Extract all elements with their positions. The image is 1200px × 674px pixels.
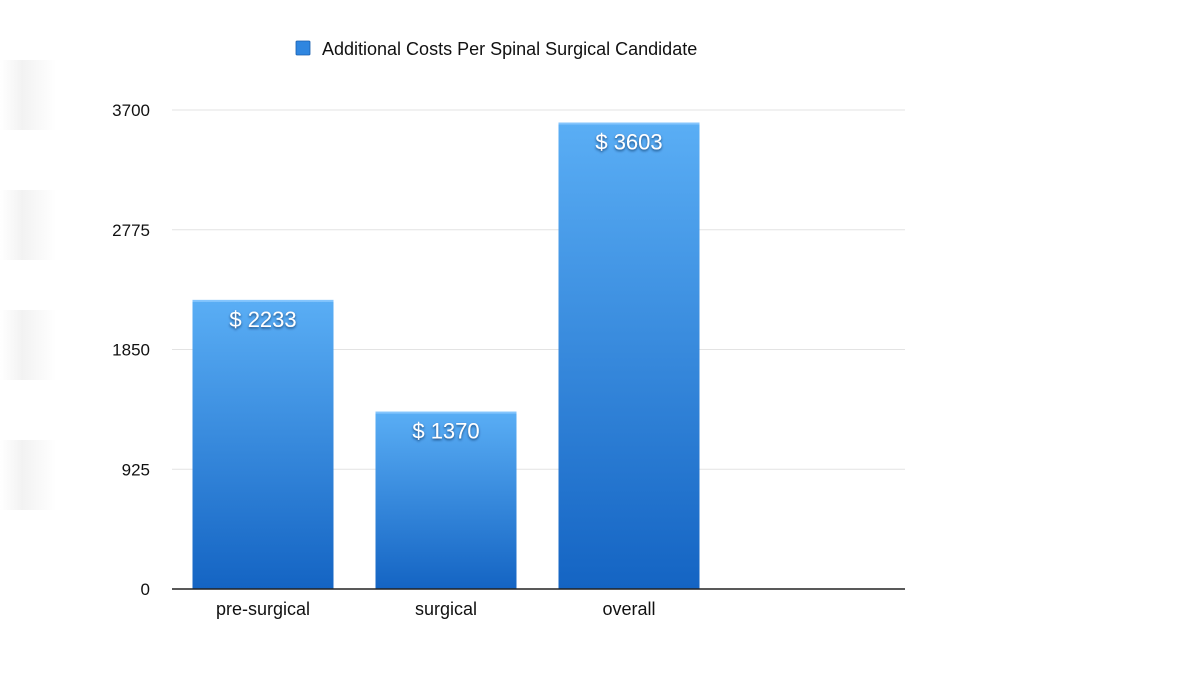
data-label: $ 1370 xyxy=(412,419,479,444)
y-tick-label: 1850 xyxy=(112,341,150,360)
y-tick-label: 0 xyxy=(141,580,150,599)
y-tick-label: 925 xyxy=(122,460,150,479)
left-edge-shadow xyxy=(0,190,56,260)
x-tick-label: overall xyxy=(602,599,655,619)
left-edge-shadow xyxy=(0,440,56,510)
bar-surgical xyxy=(375,411,517,589)
left-edge-shadow xyxy=(0,60,56,130)
x-tick-label: pre-surgical xyxy=(216,599,310,619)
bar-highlight xyxy=(192,299,334,302)
data-label: $ 2233 xyxy=(229,307,296,332)
bar-pre-surgical xyxy=(192,299,334,589)
left-edge-shadow xyxy=(0,310,56,380)
bar-overall xyxy=(558,122,700,590)
x-tick-label: surgical xyxy=(415,599,477,619)
legend-swatch xyxy=(295,40,311,56)
data-label: $ 3603 xyxy=(595,130,662,155)
legend-label: Additional Costs Per Spinal Surgical Can… xyxy=(322,39,697,59)
bar-highlight xyxy=(375,411,517,414)
y-tick-label: 3700 xyxy=(112,101,150,120)
bar-highlight xyxy=(558,122,700,125)
y-tick-label: 2775 xyxy=(112,221,150,240)
